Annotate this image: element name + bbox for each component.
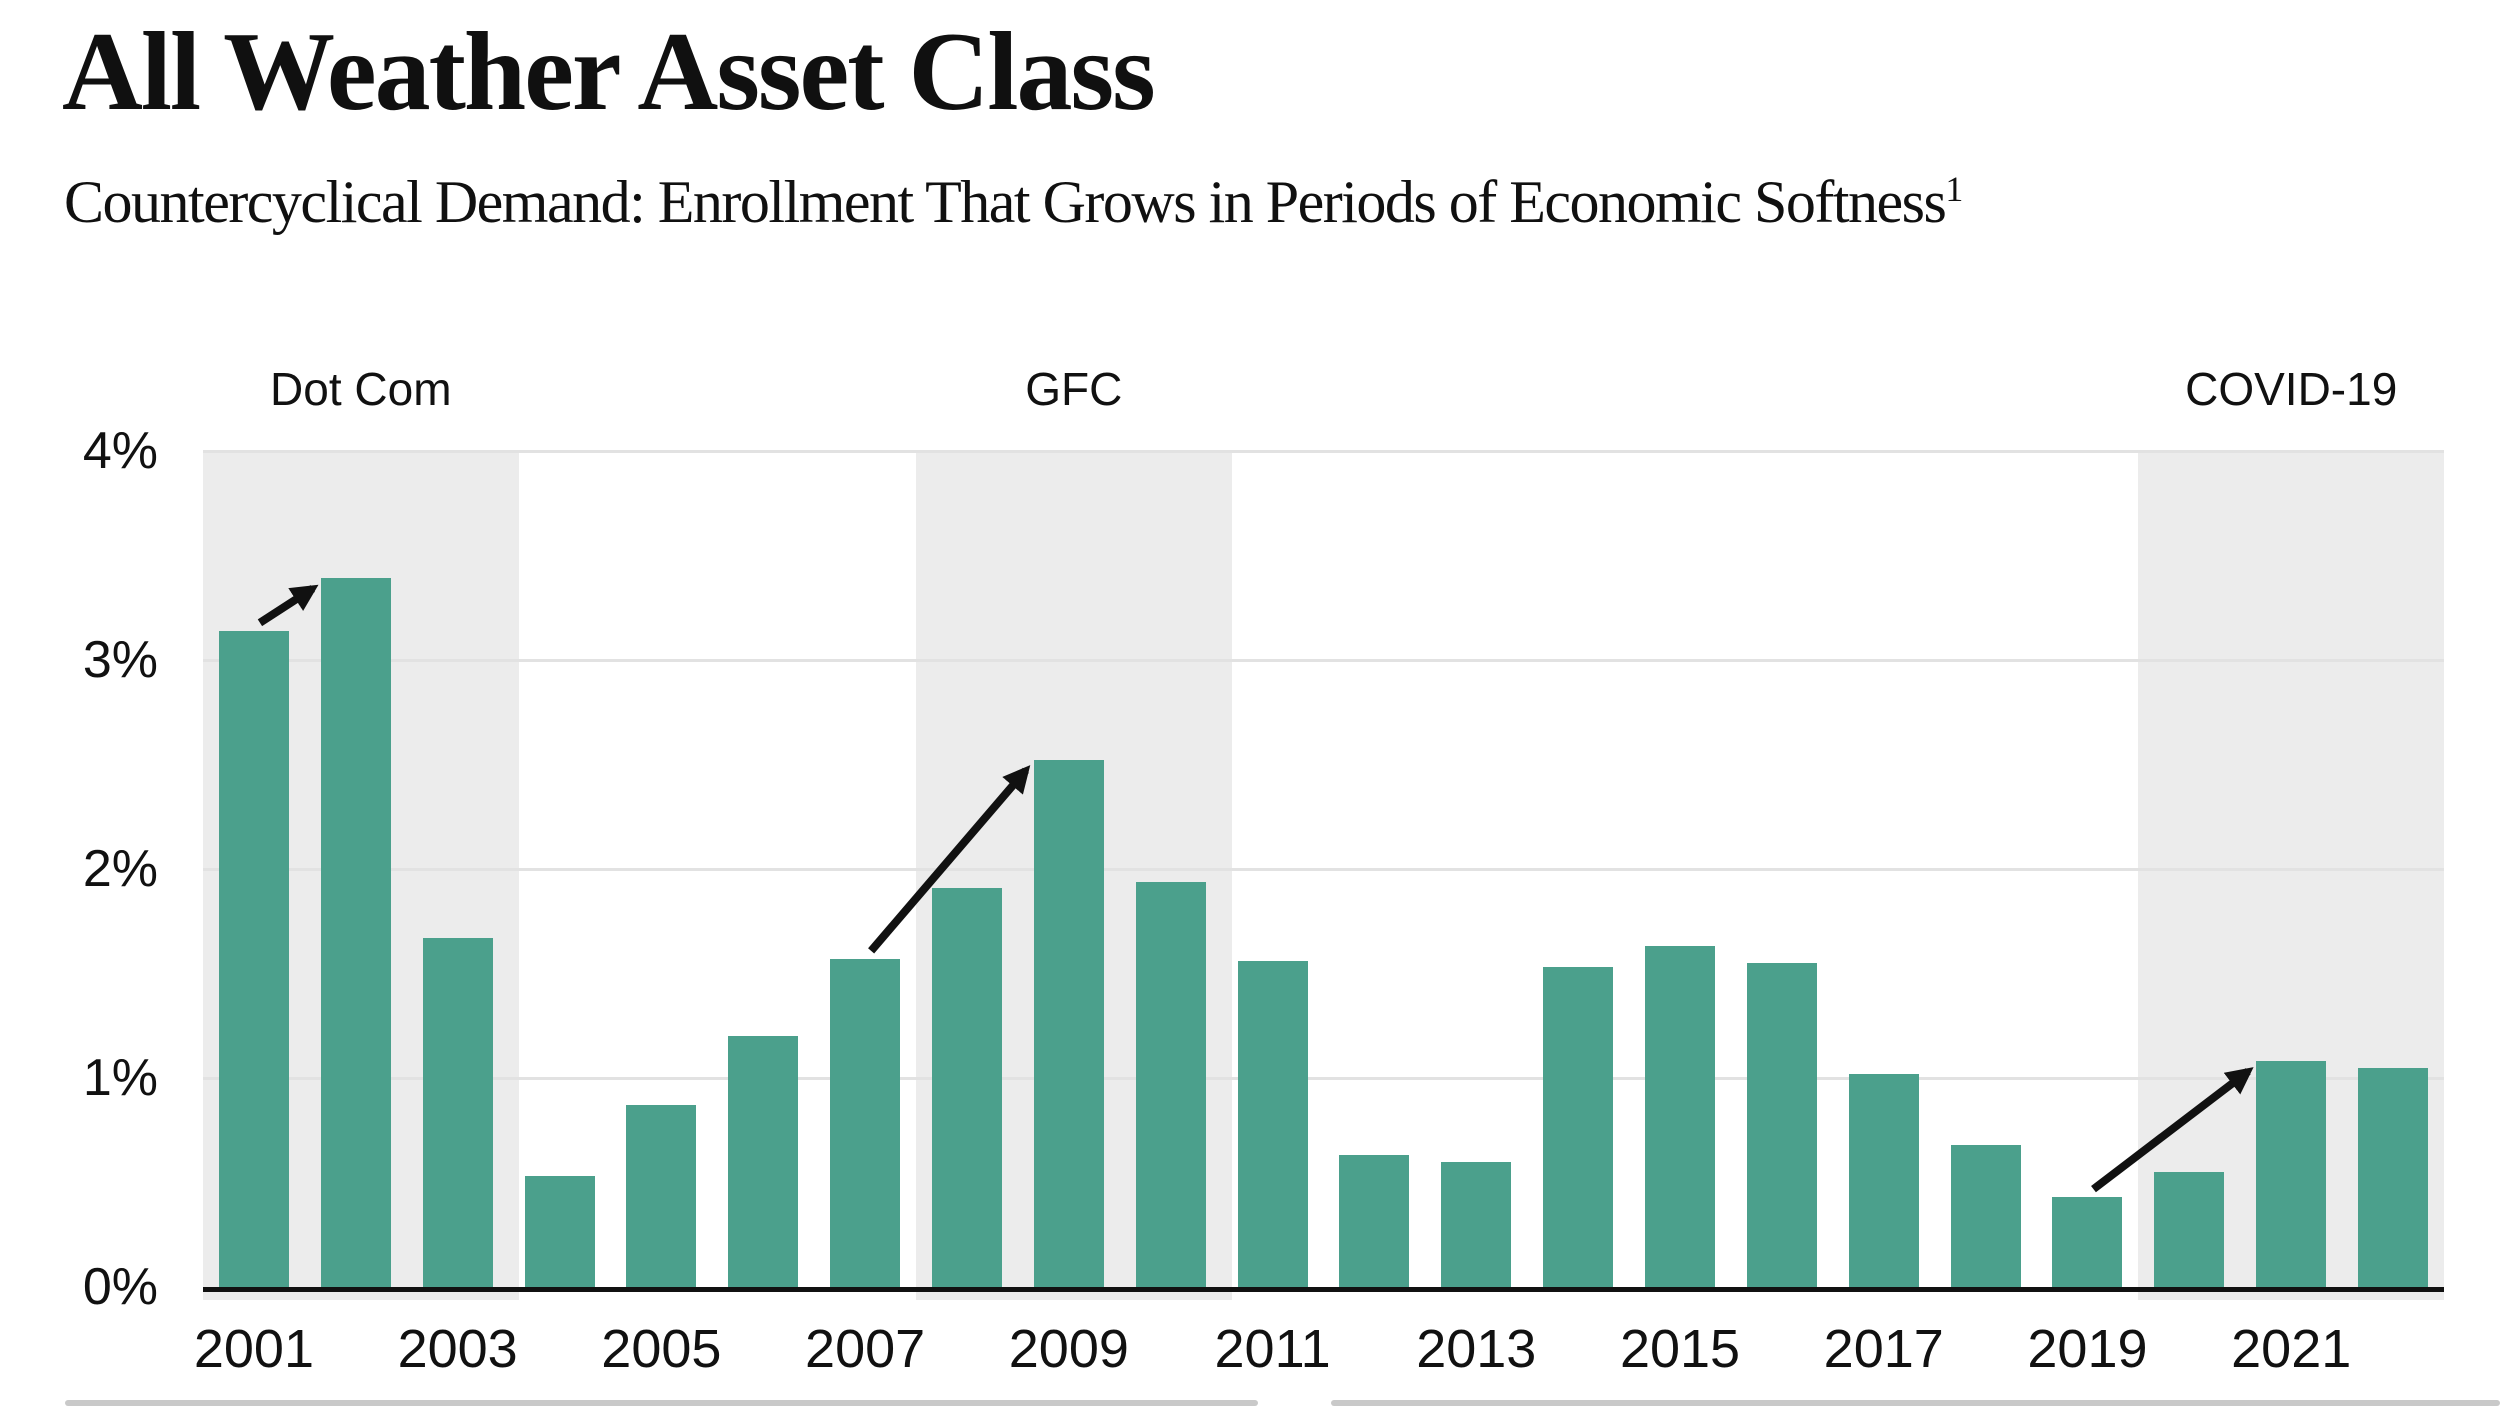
recession-band-label: GFC: [1025, 363, 1123, 415]
x-axis-tick-label: 2003: [397, 1319, 518, 1379]
bar-2015: [1645, 946, 1716, 1287]
x-axis-tick-label: 2007: [805, 1319, 926, 1379]
x-axis-tick-label: 2005: [601, 1319, 722, 1379]
page-subtitle: Countercyclical Demand: Enrollment That …: [64, 168, 1963, 237]
x-axis-tick-label: 2011: [1214, 1319, 1331, 1379]
y-axis-tick-label: 0%: [82, 1258, 158, 1316]
y-axis-tick-label: 1%: [82, 1049, 158, 1107]
growth-arrow: [257, 584, 319, 627]
gridline: [203, 868, 2444, 871]
bottom-divider-right: [1331, 1400, 2500, 1406]
x-axis-tick-label: 2009: [1008, 1319, 1129, 1379]
x-axis-tick-label: 2021: [2231, 1319, 2352, 1379]
bar-2017: [1848, 1073, 1919, 1287]
bar-2012: [1339, 1155, 1410, 1287]
bar-2003: [422, 937, 493, 1287]
bar-2011: [1237, 960, 1308, 1287]
bar-2005: [626, 1105, 697, 1287]
bar-2018: [1950, 1144, 2021, 1287]
bar-2008: [931, 887, 1002, 1287]
bottom-divider-left: [65, 1400, 1258, 1406]
bar-2014: [1543, 967, 1614, 1287]
bar-2022: [2358, 1067, 2429, 1287]
footnote-marker: 1: [1945, 169, 1963, 209]
bar-2016: [1746, 963, 1817, 1287]
page-title: All Weather Asset Class: [62, 10, 1156, 134]
bar-2001: [218, 630, 289, 1287]
bar-2019: [2052, 1197, 2123, 1287]
bar-2002: [320, 578, 391, 1287]
bar-2010: [1135, 881, 1206, 1287]
y-axis-tick-label: 4%: [82, 422, 158, 480]
bar-2007: [830, 958, 901, 1287]
bar-2004: [524, 1176, 595, 1287]
growth-arrow: [2091, 1067, 2254, 1193]
bar-2020: [2154, 1172, 2225, 1287]
bar-2021: [2256, 1061, 2327, 1287]
gridline: [203, 659, 2444, 662]
x-axis-tick-label: 2017: [1823, 1319, 1944, 1379]
x-axis-line: [203, 1287, 2444, 1292]
gridline: [203, 1077, 2444, 1080]
recession-band-label: Dot Com: [270, 363, 452, 415]
x-axis-tick-label: 2013: [1416, 1319, 1537, 1379]
bar-2013: [1441, 1161, 1512, 1287]
x-axis-tick-label: 2001: [193, 1319, 314, 1379]
x-axis-tick-label: 2019: [2027, 1319, 2148, 1379]
growth-arrow: [868, 765, 1031, 954]
recession-band-label: COVID-19: [2185, 363, 2398, 415]
y-axis-tick-label: 2%: [82, 840, 158, 898]
gridline: [203, 450, 2444, 453]
subtitle-text: Countercyclical Demand: Enrollment That …: [64, 169, 1947, 235]
bar-2009: [1033, 760, 1104, 1287]
y-axis-tick-label: 3%: [82, 631, 158, 689]
x-axis-tick-label: 2015: [1619, 1319, 1741, 1379]
bar-2006: [728, 1036, 799, 1287]
